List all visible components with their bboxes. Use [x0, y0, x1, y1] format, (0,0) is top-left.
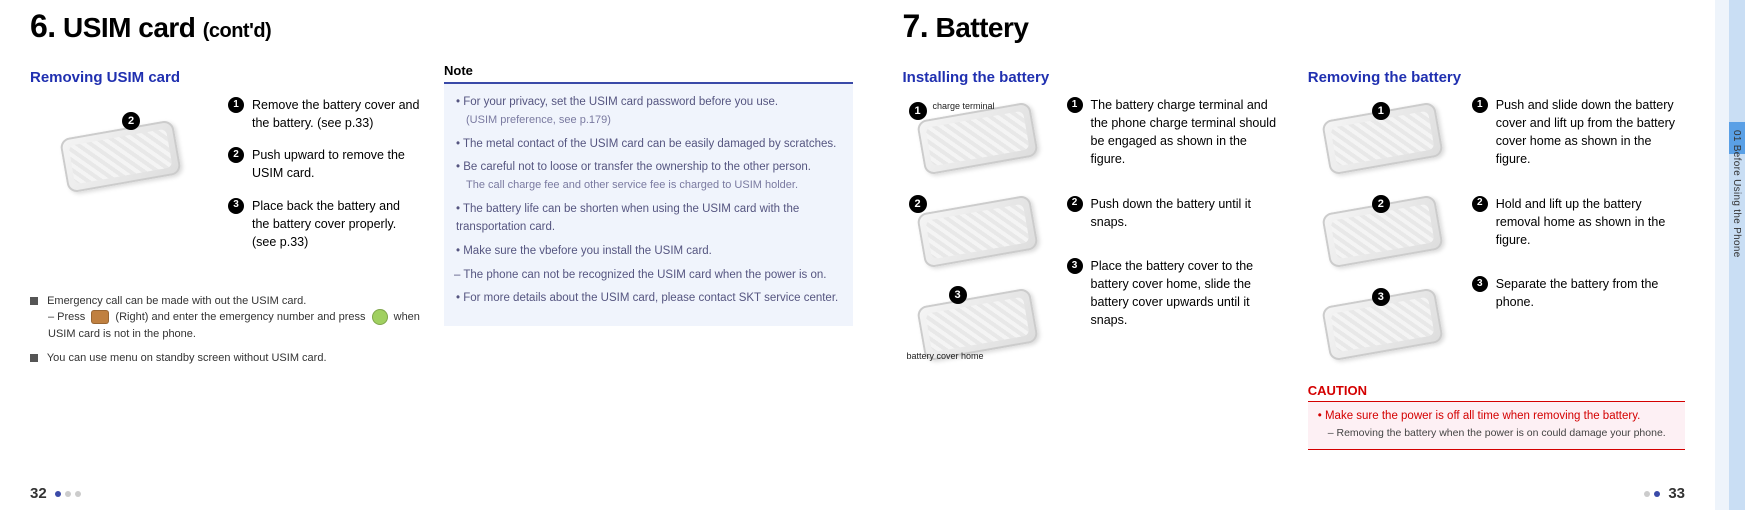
chapter-side-tab: 01 Before Using the Phone [1715, 0, 1745, 510]
remove-step-1-text: Push and slide down the battery cover an… [1496, 96, 1685, 169]
step-badge-2: 2 [1067, 196, 1083, 212]
step-badge-3: 3 [1067, 258, 1083, 274]
step-badge-1: 1 [1067, 97, 1083, 113]
install-step-2-text: Push down the battery until it snaps. [1091, 195, 1280, 231]
section-6-cont: (cont'd) [203, 20, 272, 42]
install-step-1: 1 The battery charge terminal and the ph… [1067, 96, 1280, 169]
footnote-1-sub-a: – Press [48, 311, 88, 323]
note-5: • Make sure the vbefore you install the … [456, 243, 841, 261]
install-badge-2: 2 [909, 195, 927, 213]
usim-illustration-block: 2 [30, 96, 210, 265]
note-1: • For your privacy, set the USIM card pa… [456, 94, 841, 130]
section-7-title: 7. Battery [903, 8, 1686, 45]
footnote-2: You can use menu on standby screen witho… [30, 350, 420, 367]
section-7-number: 7. [903, 8, 929, 44]
remove-illus-3: 3 [1308, 282, 1458, 367]
remove-steps: 1 Push and slide down the battery cover … [1472, 96, 1685, 373]
note-box: • For your privacy, set the USIM card pa… [444, 82, 853, 326]
page-number-right: 33 [1644, 485, 1685, 502]
section-6-title: 6. USIM card (cont'd) [30, 8, 853, 45]
footnote-1: Emergency call can be made with out the … [30, 293, 420, 343]
section-6-name: USIM card [63, 12, 195, 43]
section-6-number: 6. [30, 8, 56, 44]
page-left: 6. USIM card (cont'd) Removing USIM card… [0, 0, 873, 510]
usim-step-3-text: Place back the battery and the battery c… [252, 197, 420, 251]
usim-illustration: 2 [30, 96, 210, 216]
footnote-1-text: Emergency call can be made with out the … [47, 295, 306, 307]
note-4: • The battery life can be shorten when u… [456, 201, 841, 237]
note-1-sub: (USIM preference, see p.179) [466, 114, 611, 126]
removing-usim-heading: Removing USIM card [30, 69, 420, 86]
usim-step-2: 2 Push upward to remove the USIM card. [228, 146, 420, 182]
remove-badge-1: 1 [1372, 102, 1390, 120]
page-dots-right [1644, 491, 1660, 497]
remove-step-3-text: Separate the battery from the phone. [1496, 275, 1685, 311]
call-key-icon [372, 309, 388, 325]
remove-illustrations: 1 2 3 [1308, 96, 1458, 373]
square-bullet-icon [30, 297, 38, 305]
caution-main-text: • Make sure the power is off all time wh… [1318, 410, 1641, 422]
page-dots-left [55, 491, 81, 497]
remove-illus-2: 2 [1308, 189, 1458, 274]
footnote-1-sub: – Press (Right) and enter the emergency … [48, 309, 420, 342]
install-step-1-text: The battery charge terminal and the phon… [1091, 96, 1280, 169]
note-heading: Note [444, 63, 853, 78]
caution-heading: CAUTION [1308, 383, 1685, 398]
remove-badge-3: 3 [1372, 288, 1390, 306]
footnote-1-sub-b: (Right) and enter the emergency number a… [115, 311, 368, 323]
page-number-33: 33 [1668, 485, 1685, 502]
note-6: – The phone can not be recognized the US… [454, 267, 841, 285]
note-3-sub: The call charge fee and other service fe… [466, 179, 798, 191]
note-1-main: • For your privacy, set the USIM card pa… [456, 96, 778, 108]
install-illus-2: 2 [903, 189, 1053, 274]
caution-sub-text: – Removing the battery when the power is… [1328, 427, 1666, 439]
page-number-32: 32 [30, 485, 47, 502]
chapter-label: 01 Before Using the Phone [1731, 130, 1742, 258]
step-badge-3: 3 [228, 198, 244, 214]
note-3: • Be careful not to loose or transfer th… [456, 159, 841, 195]
removing-battery-heading: Removing the battery [1308, 69, 1685, 86]
remove-step-3: 3 Separate the battery from the phone. [1472, 275, 1685, 311]
install-badge-3: 3 [949, 286, 967, 304]
install-illustrations: 1 charge terminal 2 3 battery cover home [903, 96, 1053, 373]
remove-step-1: 1 Push and slide down the battery cover … [1472, 96, 1685, 169]
install-illus-3: 3 battery cover home [903, 282, 1053, 367]
square-bullet-icon [30, 354, 38, 362]
note-2: • The metal contact of the USIM card can… [456, 136, 841, 154]
note-7: • For more details about the USIM card, … [456, 290, 841, 308]
usim-step-1: 1 Remove the battery cover and the batte… [228, 96, 420, 132]
usim-step-3: 3 Place back the battery and the battery… [228, 197, 420, 251]
install-label-cover-home: battery cover home [907, 352, 984, 361]
page-number-left: 32 [30, 485, 81, 502]
step-badge-3: 3 [1472, 276, 1488, 292]
usim-step-1-text: Remove the battery cover and the battery… [252, 96, 420, 132]
illus-step-2-badge: 2 [122, 112, 140, 130]
install-steps: 1 The battery charge terminal and the ph… [1067, 96, 1280, 373]
caution-box: • Make sure the power is off all time wh… [1308, 401, 1685, 450]
usim-step-2-text: Push upward to remove the USIM card. [252, 146, 420, 182]
installing-battery-heading: Installing the battery [903, 69, 1280, 86]
remove-step-2: 2 Hold and lift up the battery removal h… [1472, 195, 1685, 249]
page-right: 01 Before Using the Phone 7. Battery Ins… [873, 0, 1745, 510]
install-step-2: 2 Push down the battery until it snaps. [1067, 195, 1280, 231]
remove-badge-2: 2 [1372, 195, 1390, 213]
remove-illus-1: 1 [1308, 96, 1458, 181]
install-step-3: 3 Place the battery cover to the battery… [1067, 257, 1280, 330]
step-badge-2: 2 [1472, 196, 1488, 212]
right-key-icon [91, 310, 109, 324]
remove-step-2-text: Hold and lift up the battery removal hom… [1496, 195, 1685, 249]
install-badge-1: 1 [909, 102, 927, 120]
install-label-charge-terminal: charge terminal [933, 102, 995, 111]
section-7-name: Battery [935, 12, 1028, 43]
usim-removal-steps: 1 Remove the battery cover and the batte… [228, 96, 420, 265]
footnote-2-text: You can use menu on standby screen witho… [47, 352, 327, 364]
step-badge-1: 1 [1472, 97, 1488, 113]
note-3-main: • Be careful not to loose or transfer th… [456, 161, 811, 173]
install-illus-1: 1 charge terminal [903, 96, 1053, 181]
install-step-3-text: Place the battery cover to the battery c… [1091, 257, 1280, 330]
step-badge-1: 1 [228, 97, 244, 113]
step-badge-2: 2 [228, 147, 244, 163]
